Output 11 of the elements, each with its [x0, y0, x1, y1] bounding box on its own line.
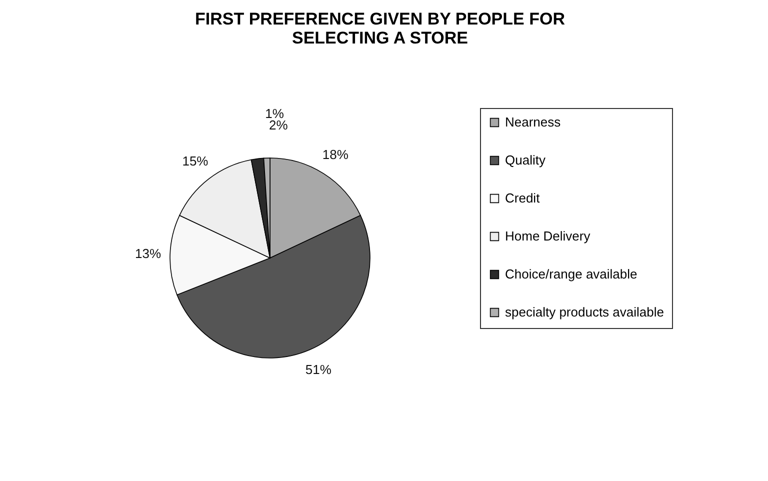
chart-title: FIRST PREFERENCE GIVEN BY PEOPLE FOR SELECTING A STORE [195, 10, 565, 48]
data-label: 51% [305, 362, 332, 377]
legend-label: Choice/range available [505, 266, 638, 282]
legend-label: Nearness [505, 114, 562, 130]
data-label: 18% [322, 146, 349, 162]
legend-label: specialty products available [505, 304, 664, 320]
legend-label: Home Delivery [505, 228, 591, 244]
data-label: 13% [135, 246, 162, 262]
data-label: 15% [182, 154, 209, 169]
legend-label: Credit [505, 190, 540, 206]
legend-label: Quality [505, 152, 546, 168]
